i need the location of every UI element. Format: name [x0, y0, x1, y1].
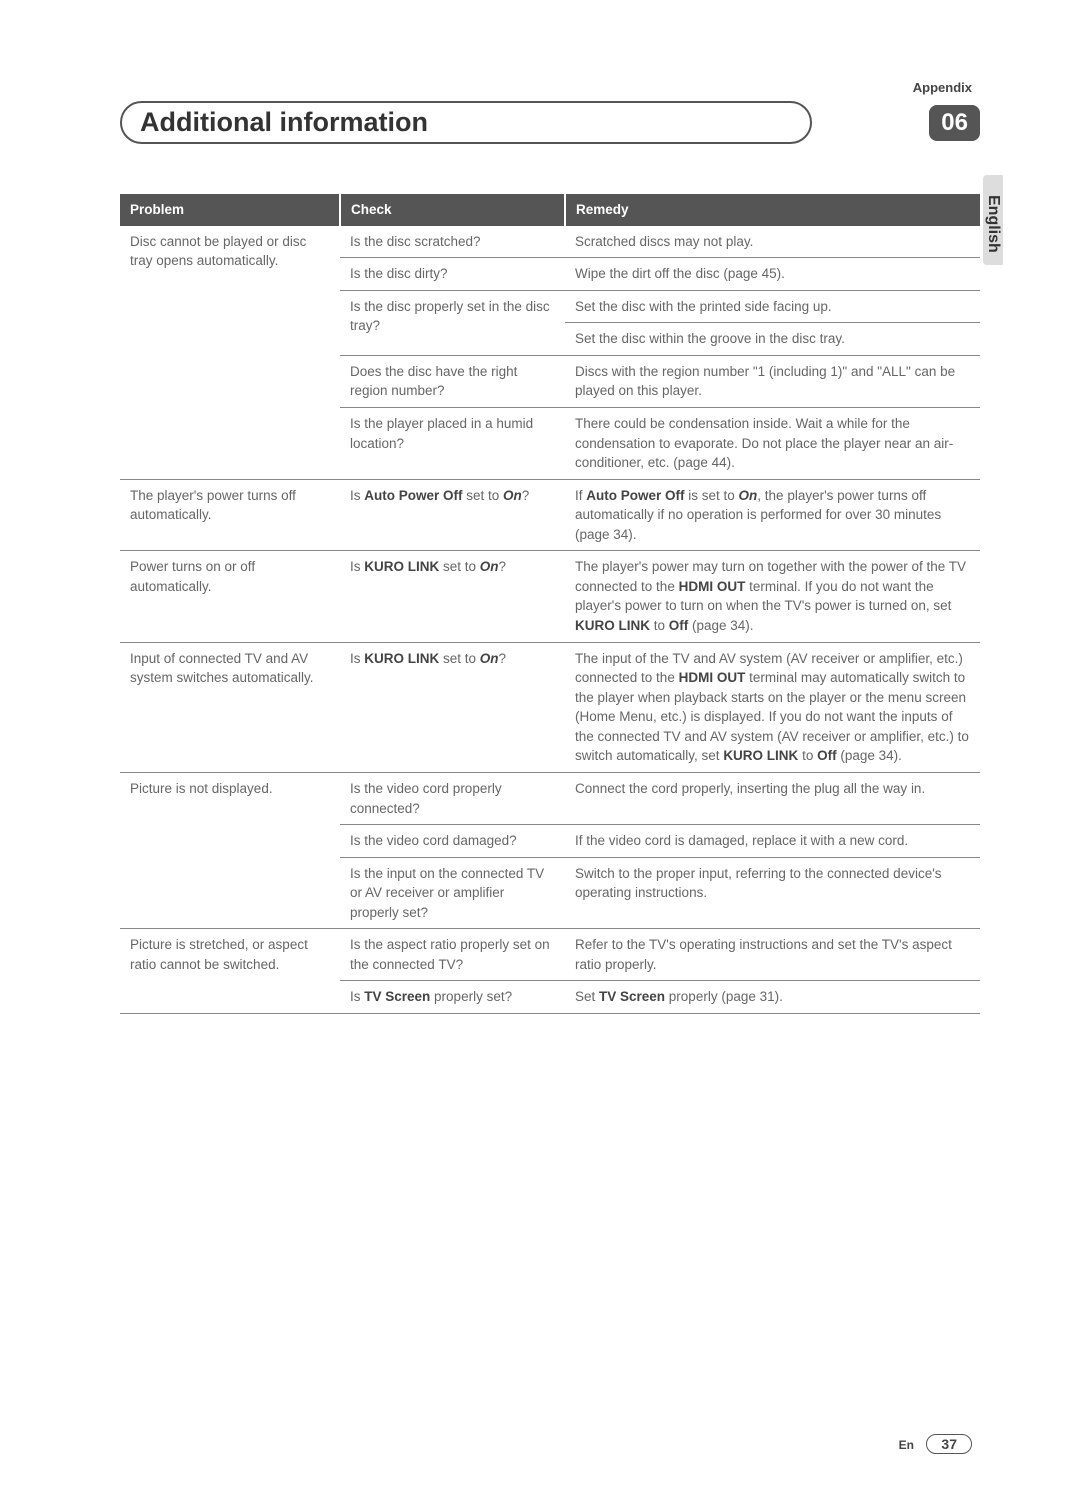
appendix-label: Appendix: [120, 80, 980, 95]
table-row: Power turns on or off automatically.Is K…: [120, 551, 980, 642]
cell-remedy: If Auto Power Off is set to On, the play…: [565, 479, 980, 551]
cell-remedy: Discs with the region number "1 (includi…: [565, 355, 980, 407]
cell-remedy: Set TV Screen properly (page 31).: [565, 981, 980, 1014]
chapter-badge: 06: [929, 105, 980, 141]
cell-check: Is KURO LINK set to On?: [340, 551, 565, 642]
footer-lang: En: [899, 1438, 914, 1452]
cell-check: Is the player placed in a humid location…: [340, 407, 565, 479]
table-row: Input of connected TV and AV system swit…: [120, 642, 980, 772]
title-row: Additional information 06: [120, 101, 980, 144]
cell-problem: Picture is not displayed.: [120, 772, 340, 928]
col-header-check: Check: [340, 194, 565, 226]
title-pill: Additional information: [120, 101, 812, 144]
cell-check: Does the disc have the right region numb…: [340, 355, 565, 407]
cell-check: Is TV Screen properly set?: [340, 981, 565, 1014]
col-header-problem: Problem: [120, 194, 340, 226]
cell-problem: Input of connected TV and AV system swit…: [120, 642, 340, 772]
cell-remedy: Connect the cord properly, inserting the…: [565, 772, 980, 824]
footer-page-number: 37: [926, 1434, 972, 1454]
cell-check: Is KURO LINK set to On?: [340, 642, 565, 772]
troubleshoot-table: Problem Check Remedy Disc cannot be play…: [120, 194, 980, 1014]
cell-check: Is the aspect ratio properly set on the …: [340, 929, 565, 981]
cell-check: Is the video cord properly connected?: [340, 772, 565, 824]
cell-remedy: If the video cord is damaged, replace it…: [565, 825, 980, 858]
table-row: Picture is not displayed.Is the video co…: [120, 772, 980, 824]
cell-remedy: Set the disc within the groove in the di…: [565, 323, 980, 356]
table-header-row: Problem Check Remedy: [120, 194, 980, 226]
cell-remedy: The player's power may turn on together …: [565, 551, 980, 642]
page-footer: En 37: [120, 1434, 980, 1454]
cell-problem: Picture is stretched, or aspect ratio ca…: [120, 929, 340, 1014]
cell-remedy: There could be condensation inside. Wait…: [565, 407, 980, 479]
page-title: Additional information: [140, 107, 428, 137]
cell-remedy: Wipe the dirt off the disc (page 45).: [565, 258, 980, 291]
table-row: Disc cannot be played or disc tray opens…: [120, 226, 980, 258]
cell-remedy: Switch to the proper input, referring to…: [565, 857, 980, 929]
cell-check: Is the disc scratched?: [340, 226, 565, 258]
cell-remedy: Set the disc with the printed side facin…: [565, 290, 980, 323]
cell-check: Is Auto Power Off set to On?: [340, 479, 565, 551]
cell-check: Is the disc properly set in the disc tra…: [340, 290, 565, 355]
cell-check: Is the input on the connected TV or AV r…: [340, 857, 565, 929]
table-row: The player's power turns off automatical…: [120, 479, 980, 551]
col-header-remedy: Remedy: [565, 194, 980, 226]
cell-remedy: The input of the TV and AV system (AV re…: [565, 642, 980, 772]
cell-problem: Disc cannot be played or disc tray opens…: [120, 226, 340, 480]
cell-remedy: Refer to the TV's operating instructions…: [565, 929, 980, 981]
cell-check: Is the disc dirty?: [340, 258, 565, 291]
cell-problem: The player's power turns off automatical…: [120, 479, 340, 551]
language-tab-label: English: [984, 195, 1002, 253]
cell-remedy: Scratched discs may not play.: [565, 226, 980, 258]
table-row: Picture is stretched, or aspect ratio ca…: [120, 929, 980, 981]
cell-check: Is the video cord damaged?: [340, 825, 565, 858]
cell-problem: Power turns on or off automatically.: [120, 551, 340, 642]
